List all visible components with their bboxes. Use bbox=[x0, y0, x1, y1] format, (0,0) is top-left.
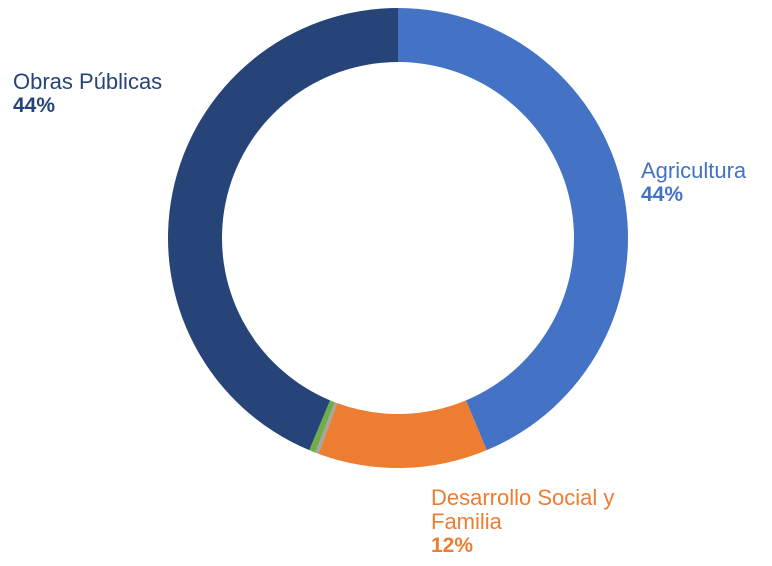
donut-slices bbox=[168, 8, 628, 468]
donut-slice-slice-3 bbox=[309, 400, 335, 453]
donut-slice-obras-publicas bbox=[168, 8, 398, 451]
donut-slice-desarrollo-social-y-familia bbox=[318, 400, 487, 468]
donut-slice-agricultura bbox=[398, 8, 628, 451]
slice-percent-agricultura: 44% bbox=[641, 183, 684, 206]
slice-name-desarrollo-social: Desarrollo Social y Familia bbox=[431, 485, 615, 534]
slice-percent-obras-publicas: 44% bbox=[13, 94, 56, 117]
slice-label-desarrollo-social: Desarrollo Social y Familia 12% bbox=[431, 486, 671, 558]
slice-label-obras-publicas: Obras Públicas 44% bbox=[13, 70, 162, 118]
donut-slice-slice-2 bbox=[315, 402, 338, 454]
slice-name-agricultura: Agricultura bbox=[641, 158, 747, 183]
slice-label-agricultura: Agricultura 44% bbox=[641, 159, 746, 207]
slice-percent-desarrollo-social: 12% bbox=[431, 534, 474, 557]
slice-name-obras-publicas: Obras Públicas bbox=[13, 69, 163, 94]
